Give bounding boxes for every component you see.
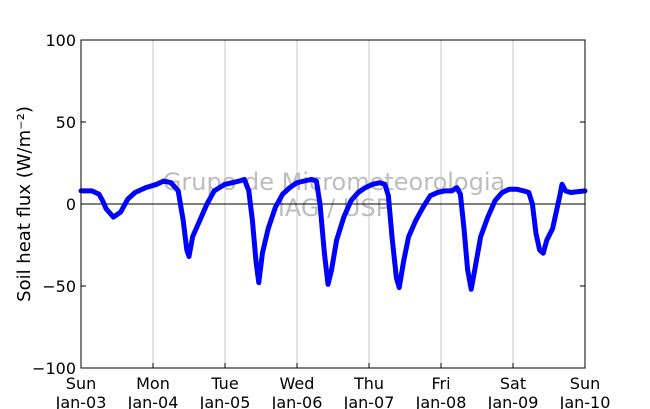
watermark-line-2: IAG / USP xyxy=(278,194,390,222)
y-tick-label: −50 xyxy=(42,277,76,296)
y-tick-label: 100 xyxy=(45,31,76,50)
x-tick-date: Jan-03 xyxy=(55,393,107,409)
x-tick-day: Sun xyxy=(66,374,96,393)
x-axis: SunJan-03MonJan-04TueJan-05WedJan-06ThuJ… xyxy=(55,363,611,409)
y-axis: −100 −50 0 50 100 xyxy=(32,31,585,378)
x-tick-date: Jan-07 xyxy=(343,393,395,409)
x-tick-day: Mon xyxy=(136,374,170,393)
series-line xyxy=(78,176,588,292)
x-tick-date: Jan-04 xyxy=(127,393,179,409)
x-tick-date: Jan-05 xyxy=(199,393,251,409)
x-tick-day: Wed xyxy=(280,374,315,393)
x-tick-day: Sat xyxy=(500,374,526,393)
y-tick-label: 0 xyxy=(66,195,76,214)
x-tick-date: Jan-08 xyxy=(415,393,467,409)
x-tick-day: Sun xyxy=(570,374,600,393)
x-tick-day: Tue xyxy=(210,374,238,393)
x-tick-date: Jan-06 xyxy=(271,393,323,409)
y-tick-label: 50 xyxy=(56,113,76,132)
y-axis-label: Soil heat flux (W/m⁻²) xyxy=(14,106,35,302)
x-tick-day: Thu xyxy=(353,374,384,393)
x-tick-date: Jan-09 xyxy=(487,393,539,409)
y-tick-label: −100 xyxy=(32,359,76,378)
x-tick-date: Jan-10 xyxy=(559,393,611,409)
series-group xyxy=(78,176,588,292)
x-tick-day: Fri xyxy=(431,374,450,393)
